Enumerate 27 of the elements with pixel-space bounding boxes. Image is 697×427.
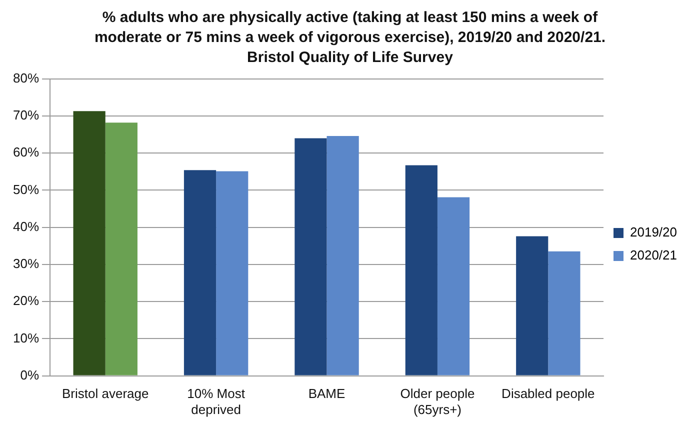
chart-title: % adults who are physically active (taking at least 150 mins a week of moderate or 75 mins a week of vigorous exercise), 2019/20 and 2020/21. Bristol Quality of Life Survey <box>93 8 607 68</box>
x-tick-label: BAME <box>308 386 346 402</box>
y-tick-label: 10% <box>12 330 40 346</box>
y-tick-label: 50% <box>12 182 40 197</box>
legend-label: 2020/21 <box>630 248 678 263</box>
x-tick-label: 10% Most deprived <box>187 386 246 417</box>
bar <box>326 136 359 376</box>
bar <box>516 236 548 376</box>
y-tick-label: 60% <box>12 144 40 160</box>
y-tick-label: 40% <box>12 218 40 234</box>
bar <box>405 165 438 376</box>
x-tick-label: Bristol average <box>62 386 149 402</box>
bar <box>105 122 138 376</box>
y-tick-label: 20% <box>12 293 40 308</box>
x-tick-label: Disabled people <box>502 386 595 402</box>
bar <box>294 138 327 376</box>
x-tick-label: Older people (65yrs+) <box>400 386 475 417</box>
bar <box>73 111 106 376</box>
legend-label: 2019/20 <box>630 224 678 240</box>
y-tick-label: 80% <box>12 70 40 86</box>
y-tick-label: 70% <box>12 108 40 123</box>
bar <box>184 170 216 376</box>
bar <box>437 197 470 376</box>
bar <box>216 171 248 376</box>
bar <box>548 251 580 376</box>
y-tick-label: 30% <box>12 256 40 272</box>
y-tick-label: 0% <box>20 367 40 382</box>
